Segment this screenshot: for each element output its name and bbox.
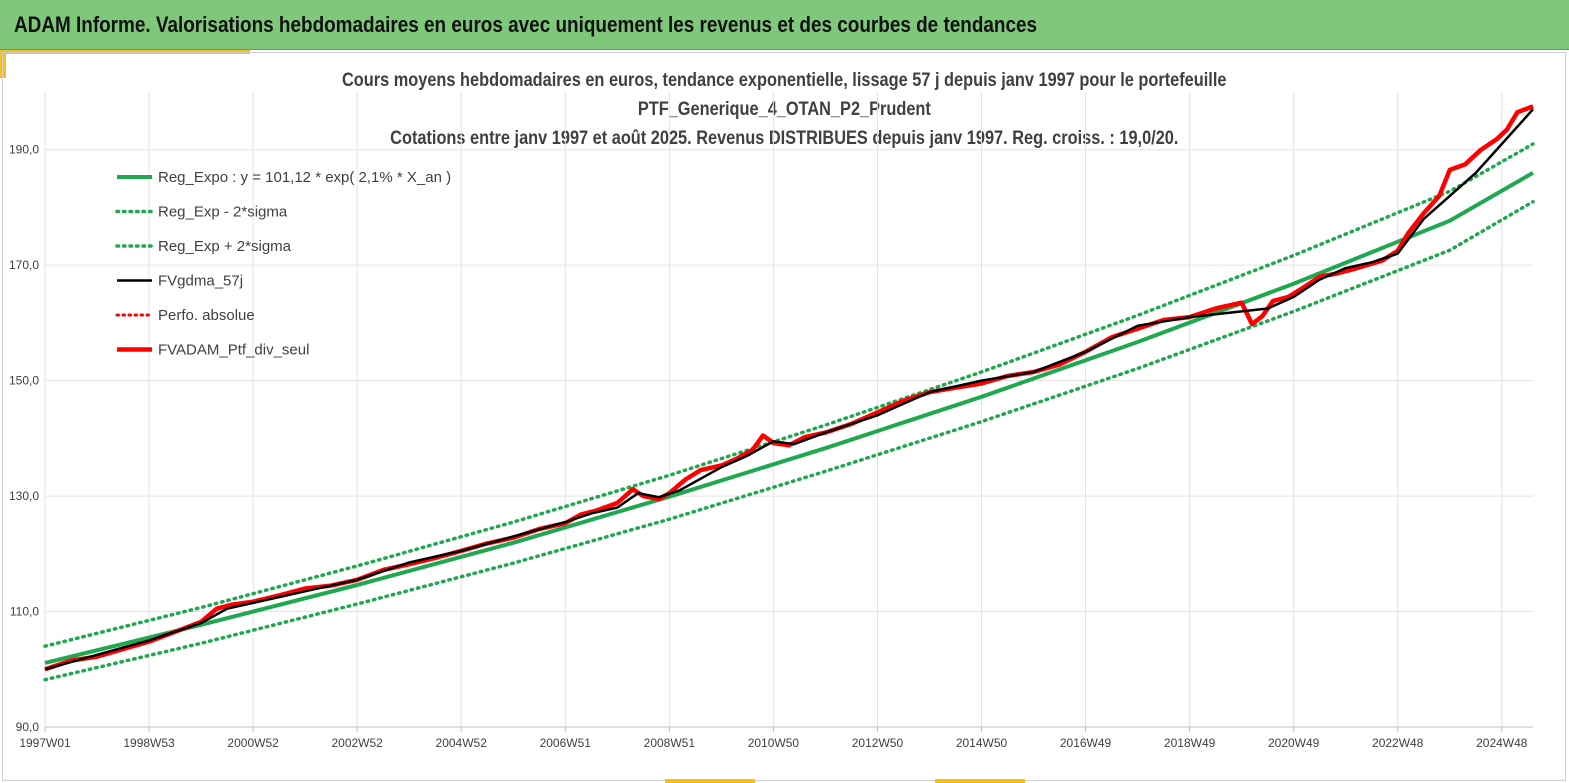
chart-axes: 90,0 110,0 130,0 150,0 170,0 190,0 1997W01 1998…	[9, 143, 1533, 750]
x-tick-label: 2002W52	[331, 736, 383, 750]
legend-label-2: Reg_Exp + 2*sigma	[158, 238, 292, 255]
x-tick-label: 2008W51	[644, 736, 696, 750]
x-tick-label: 2020W49	[1268, 736, 1320, 750]
y-tick-label: 90,0	[16, 720, 40, 734]
x-tick-label: 2016W49	[1060, 736, 1112, 750]
x-tick-label: 2022W48	[1372, 736, 1424, 750]
report-title: ADAM Informe. Valorisations hebdomadaire…	[14, 12, 1038, 37]
series-line-5	[44, 104, 1534, 672]
legend-label-5: FVADAM_Ptf_div_seul	[158, 342, 309, 359]
legend-label-0: Reg_Expo : y = 101,12 * exp( 2,1% * X_an…	[158, 169, 451, 186]
accent-stripe-bottom-2	[935, 779, 1025, 783]
chart-series	[43, 104, 1535, 682]
y-tick-label: 170,0	[9, 258, 39, 272]
chart-frame	[2, 52, 1566, 781]
y-tick-label: 190,0	[9, 143, 39, 157]
y-tick-label: 130,0	[9, 489, 39, 503]
chart-legend: Reg_Expo : y = 101,12 * exp( 2,1% * X_an…	[115, 169, 451, 359]
chart-grid	[44, 92, 1533, 728]
x-tick-label: 2004W52	[436, 736, 488, 750]
x-tick-label: 2012W50	[852, 736, 904, 750]
x-tick-label: 2018W49	[1164, 736, 1216, 750]
series-line-1	[43, 199, 1535, 682]
x-tick-label: 2010W50	[748, 736, 800, 750]
series-line-0	[44, 171, 1534, 665]
x-tick-label: 2014W50	[956, 736, 1008, 750]
chart-title-line-2: PTF_Generique_4_OTAN_P2_Prudent	[637, 99, 931, 120]
legend-label-3: FVgdma_57j	[158, 273, 243, 290]
y-tick-label: 110,0	[10, 605, 39, 619]
series-line-3	[44, 108, 1534, 671]
series-line-2	[43, 142, 1535, 648]
x-tick-label: 1998W53	[123, 736, 175, 750]
chart-title-line-1: Cours moyens hebdomadaires en euros, ten…	[342, 70, 1227, 91]
accent-stripe-bottom-1	[665, 779, 755, 783]
x-tick-label: 1997W01	[19, 736, 71, 750]
x-tick-label: 2000W52	[227, 736, 279, 750]
accent-stripe-left	[0, 50, 6, 78]
x-tick-label: 2024W48	[1476, 736, 1528, 750]
report-banner: ADAM Informe. Valorisations hebdomadaire…	[0, 0, 1569, 50]
legend-label-1: Reg_Exp - 2*sigma	[158, 204, 288, 221]
x-tick-label: 2006W51	[540, 736, 592, 750]
y-tick-label: 150,0	[9, 374, 39, 388]
legend-label-4: Perfo. absolue	[158, 307, 255, 324]
